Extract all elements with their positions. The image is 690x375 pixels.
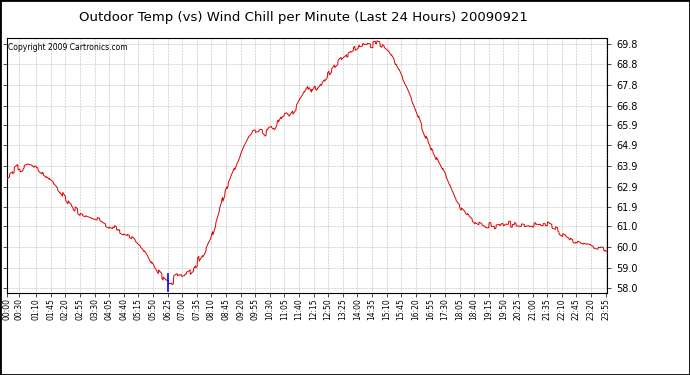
Text: Copyright 2009 Cartronics.com: Copyright 2009 Cartronics.com — [8, 43, 128, 52]
Text: Outdoor Temp (vs) Wind Chill per Minute (Last 24 Hours) 20090921: Outdoor Temp (vs) Wind Chill per Minute … — [79, 11, 528, 24]
